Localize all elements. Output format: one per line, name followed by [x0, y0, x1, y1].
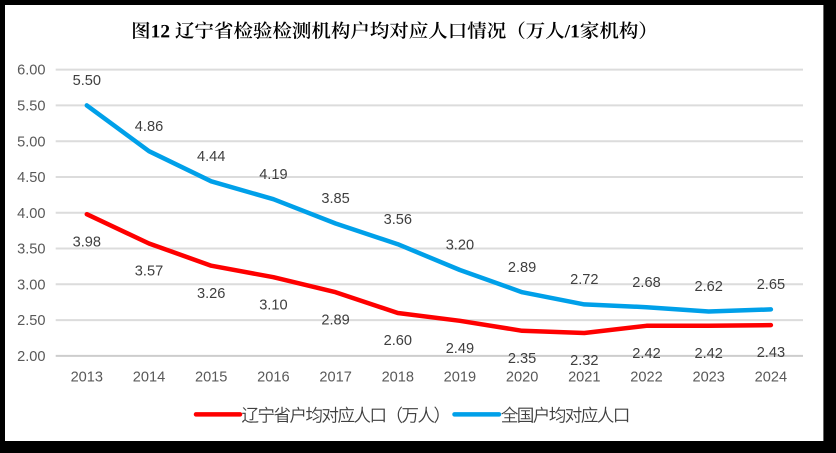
svg-text:2.62: 2.62 [694, 279, 722, 295]
svg-text:5.00: 5.00 [17, 134, 45, 150]
svg-text:5.50: 5.50 [17, 99, 45, 115]
svg-text:2020: 2020 [506, 369, 538, 385]
svg-text:3.20: 3.20 [446, 238, 474, 254]
svg-text:2.68: 2.68 [632, 275, 660, 291]
svg-text:2.89: 2.89 [321, 312, 349, 328]
svg-text:2022: 2022 [630, 369, 662, 385]
svg-text:2.32: 2.32 [570, 353, 598, 369]
svg-text:3.98: 3.98 [73, 234, 101, 250]
svg-text:3.26: 3.26 [197, 286, 225, 302]
svg-text:4.50: 4.50 [17, 170, 45, 186]
svg-text:2018: 2018 [382, 369, 414, 385]
svg-text:2019: 2019 [444, 369, 476, 385]
svg-text:3.85: 3.85 [321, 191, 349, 207]
svg-text:4.00: 4.00 [17, 206, 45, 222]
svg-text:2021: 2021 [568, 369, 600, 385]
svg-text:4.86: 4.86 [135, 119, 163, 135]
svg-text:4.19: 4.19 [259, 167, 287, 183]
svg-text:2.49: 2.49 [446, 341, 474, 357]
svg-text:2.00: 2.00 [17, 349, 45, 365]
svg-text:2024: 2024 [755, 369, 787, 385]
svg-text:2015: 2015 [195, 369, 227, 385]
svg-text:3.00: 3.00 [17, 277, 45, 293]
svg-text:2.42: 2.42 [694, 346, 722, 362]
svg-text:2017: 2017 [319, 369, 351, 385]
svg-text:2.89: 2.89 [508, 260, 536, 276]
svg-text:2014: 2014 [133, 369, 165, 385]
svg-text:4.44: 4.44 [197, 149, 225, 165]
svg-text:2.65: 2.65 [757, 277, 785, 293]
svg-text:2.60: 2.60 [384, 333, 412, 349]
svg-text:2.50: 2.50 [17, 313, 45, 329]
svg-text:2016: 2016 [257, 369, 289, 385]
svg-text:2023: 2023 [692, 369, 724, 385]
svg-text:5.50: 5.50 [73, 73, 101, 89]
svg-text:2.35: 2.35 [508, 351, 536, 367]
svg-text:2.42: 2.42 [632, 346, 660, 362]
svg-text:3.57: 3.57 [135, 264, 163, 280]
svg-text:3.56: 3.56 [384, 212, 412, 228]
svg-text:2013: 2013 [71, 369, 103, 385]
svg-text:6.00: 6.00 [17, 63, 45, 79]
svg-text:3.50: 3.50 [17, 242, 45, 258]
svg-text:3.10: 3.10 [259, 297, 287, 313]
svg-text:2.43: 2.43 [757, 345, 785, 361]
svg-text:2.72: 2.72 [570, 272, 598, 288]
